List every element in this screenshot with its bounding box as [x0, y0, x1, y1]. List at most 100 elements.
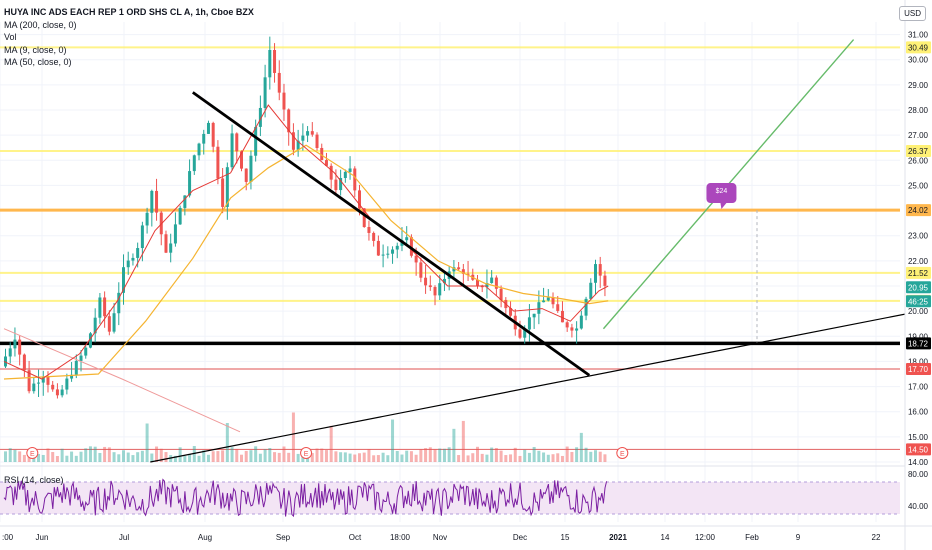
candle-body — [291, 132, 295, 150]
volume-bar — [164, 452, 168, 462]
candle-body — [51, 384, 55, 390]
volume-bar — [490, 447, 494, 462]
volume-bar — [4, 451, 7, 462]
volume-bar — [424, 448, 428, 462]
time-tick-label: 14 — [661, 533, 670, 542]
candle-body — [74, 360, 78, 375]
candle-body — [395, 245, 399, 250]
level-tag-bg — [906, 204, 931, 217]
volume-bar — [254, 446, 258, 462]
candle-body — [254, 126, 258, 156]
price-tag-bg — [906, 295, 931, 308]
volume-bar — [589, 451, 593, 462]
candle-body — [93, 317, 97, 334]
volume-bar — [499, 450, 503, 462]
volume-bar — [126, 452, 130, 462]
candle-body — [457, 267, 461, 270]
volume-bar — [527, 452, 531, 462]
volume-bar — [339, 452, 343, 462]
candle-body — [461, 269, 465, 274]
time-tick-label: :00 — [2, 533, 14, 542]
rsi-tick-label: 80.00 — [908, 470, 929, 479]
volume-bar — [324, 450, 328, 462]
indicator-ma9-label[interactable]: MA (9, close, 0) — [4, 44, 67, 55]
level-tag-bg — [906, 362, 931, 375]
volume-bar — [570, 451, 574, 462]
candle-body — [164, 234, 168, 253]
rsi-label[interactable]: RSI (14, close) — [4, 475, 64, 485]
indicator-vol-label[interactable]: Vol — [4, 32, 17, 42]
volume-bar — [60, 448, 64, 462]
volume-bar — [442, 448, 446, 462]
volume-bar — [150, 453, 154, 462]
candle-body — [230, 133, 234, 168]
candle-body — [376, 240, 380, 256]
candle-body — [27, 370, 31, 392]
indicator-ma200-label[interactable]: MA (200, close, 0) — [4, 19, 77, 30]
volume-bar — [206, 454, 210, 462]
rsi-tick-label: 40.00 — [908, 502, 929, 511]
volume-bar — [433, 449, 437, 462]
candle-body — [221, 178, 225, 207]
candle-body — [22, 354, 26, 371]
level-tag-label: 30.49 — [908, 43, 929, 52]
currency-button[interactable]: USD — [899, 6, 926, 21]
level-tag-bg — [906, 266, 931, 279]
candle-body — [88, 333, 92, 348]
projection-badge — [706, 183, 737, 210]
candle-body — [178, 207, 182, 225]
time-tick-label: Nov — [433, 533, 447, 542]
price-tick-label: 18.00 — [908, 357, 929, 366]
volume-bar — [428, 447, 432, 462]
volume-bar — [414, 454, 418, 462]
candle-body — [546, 297, 550, 301]
volume-bar — [136, 452, 140, 462]
candle-body — [18, 339, 22, 355]
volume-bar — [546, 454, 550, 462]
time-tick-label: Sep — [276, 533, 291, 542]
volume-bar — [532, 446, 536, 462]
volume-bar — [400, 454, 404, 462]
indicator-ma50-label[interactable]: MA (50, close, 0) — [4, 57, 72, 67]
volume-bar — [315, 448, 319, 462]
volume-bar — [216, 451, 220, 462]
candle-body — [273, 49, 277, 73]
trendlines[interactable]: $24 — [150, 39, 932, 463]
volume-bar — [88, 446, 92, 462]
volume-bar — [405, 450, 409, 462]
earnings-marker — [616, 447, 629, 459]
candle-body — [310, 131, 314, 135]
volume-bar — [74, 455, 78, 462]
candle-body — [339, 178, 343, 191]
volume-bar — [480, 453, 484, 462]
volume-bar — [386, 455, 390, 462]
symbol-title[interactable]: HUYA INC ADS EACH REP 1 ORD SHS CL A, 1h… — [4, 7, 254, 17]
candle-body — [32, 383, 36, 392]
volume-bar — [362, 452, 366, 462]
candle-body — [112, 313, 116, 332]
price-tick-label: 27.00 — [908, 131, 929, 140]
time-tick-label: Jun — [36, 533, 49, 542]
price-tick-label: 30.00 — [908, 56, 929, 65]
volume-bar — [192, 446, 196, 462]
price-tick-label: 20.00 — [908, 307, 929, 316]
volume-bar — [594, 450, 597, 462]
volume-bar — [296, 453, 300, 462]
candle-body — [324, 160, 328, 166]
volume-bar — [419, 449, 423, 462]
price-tick-label: 16.00 — [908, 408, 929, 417]
candle-body — [131, 257, 135, 261]
candle-body — [258, 107, 262, 127]
candle-body — [560, 310, 564, 323]
earnings-marker — [300, 447, 313, 459]
candle-body — [466, 273, 470, 275]
volume-bar — [273, 452, 277, 462]
candle-body — [211, 122, 215, 147]
candle-body — [556, 304, 560, 311]
candle-body — [65, 378, 69, 390]
price-tick-label: 19.00 — [908, 332, 929, 341]
volume-bar — [249, 450, 253, 462]
